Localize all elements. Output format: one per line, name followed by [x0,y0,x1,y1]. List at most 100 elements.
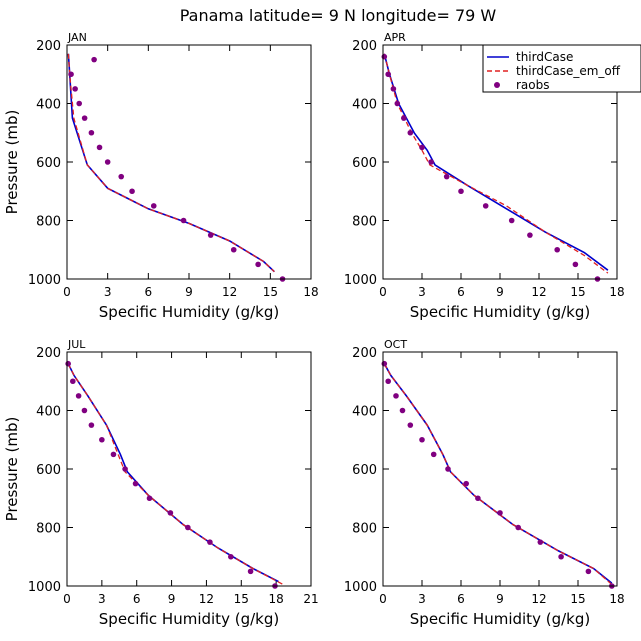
raob-point [419,436,425,443]
x-tick-label: 12 [531,285,546,299]
series-line-thirdCase_em_off [383,53,609,274]
raob-point [228,553,234,560]
x-tick-label: 15 [234,592,249,606]
raob-point [132,480,139,487]
raob-point [180,217,187,224]
x-tick-label: 12 [531,592,546,606]
raob-point [68,71,74,78]
legend-label: thirdCase_em_off [516,64,621,78]
chart-panel-jan: 0 3 6 9 12 15 18 200 400 600 800 1000 JAN Specific Hu… [3,31,319,321]
raob-point [167,510,174,516]
y-tick-label: 1000 [28,273,61,288]
y-tick-label: 800 [36,522,61,537]
legend-label: thirdCase [516,50,573,64]
raob-point [207,232,214,238]
x-axis-label: Specific Humidity (g/kg) [99,303,279,321]
x-tick-label: 6 [457,285,465,299]
x-tick-label: 18 [609,592,624,606]
raob-point [445,466,451,472]
raob-point [110,451,117,458]
y-tick-label: 600 [352,156,377,171]
raob-point [393,393,399,399]
y-tick-label: 400 [36,98,61,113]
x-tick-label: 0 [63,592,71,606]
y-axis-label: Pressure (mb) [3,110,21,215]
raob-point [399,407,406,414]
x-tick-label: 18 [303,285,318,299]
x-tick-label: 0 [379,285,387,299]
raob-point [585,568,592,575]
y-tick-label: 800 [36,215,61,230]
raob-point [129,188,135,195]
raob-point [207,539,213,545]
x-tick-label: 15 [263,285,278,299]
series-line-thirdCase_em_off [383,363,613,585]
raob-point [96,144,103,151]
raob-point [572,261,579,268]
raob-point [554,246,560,253]
raob-point [407,129,414,136]
raob-point [81,115,88,121]
raob-point [65,360,71,367]
raob-point [401,115,407,121]
raob-point [515,524,521,531]
x-tick-label: 3 [104,285,112,299]
x-tick-label: 3 [418,592,426,606]
raob-point [150,203,157,209]
x-tick-label: 6 [457,592,465,606]
raob-point [88,422,95,428]
series-line-thirdCase_em_off [67,363,284,586]
raob-point [394,100,401,107]
x-tick-label: 3 [418,285,426,299]
y-tick-label: 600 [352,463,377,478]
y-tick-label: 1000 [28,580,61,595]
x-axis-label: Specific Humidity (g/kg) [99,610,279,628]
y-tick-label: 1000 [344,273,377,288]
raob-point [385,71,392,78]
raob-point [72,86,78,92]
raob-point [527,232,533,238]
raob-point [458,188,464,195]
series-line-thirdCase [383,363,613,584]
x-tick-label: 9 [496,592,504,606]
series-line-thirdCase [67,363,279,583]
raob-point [430,451,437,458]
legend-box [482,44,641,93]
panel-label: OCT [384,338,407,351]
x-tick-label: 21 [303,592,318,606]
raob-point [255,261,261,268]
raob-point [407,422,414,428]
raob-point [122,466,128,472]
raob-point [419,144,425,151]
raob-point [70,378,76,385]
chart-panel-apr: 0 3 6 9 12 15 18 200 400 600 800 1000 APR Specific Hu… [344,31,625,321]
raob-point [497,510,503,516]
raob-point [537,539,544,545]
series-line-thirdCase [67,53,275,273]
raob-point [104,159,111,165]
x-tick-label: 3 [98,592,106,606]
y-tick-label: 200 [36,39,61,54]
raob-point [146,495,153,502]
chart-panel-oct: 0 3 6 9 12 15 18 200 400 600 800 1000 OCT Specific Hu… [344,338,625,628]
legend-label: raobs [516,78,550,92]
raob-point [75,393,82,399]
series-line-thirdCase_em_off [67,53,275,273]
x-tick-label: 12 [199,592,214,606]
raob-point [390,86,397,92]
y-tick-label: 200 [36,346,61,361]
x-tick-label: 18 [269,592,284,606]
raob-point [185,524,191,531]
figure-title: Panama latitude= 9 N longitude= 79 W [180,6,497,25]
x-tick-label: 0 [379,592,387,606]
y-tick-label: 400 [36,405,61,420]
plot-frame [66,351,312,587]
y-tick-label: 400 [352,98,377,113]
x-tick-label: 6 [145,285,153,299]
y-tick-label: 400 [352,405,377,420]
raob-point [91,56,97,63]
panel-label: JUL [67,338,86,351]
raob-point [81,407,88,414]
